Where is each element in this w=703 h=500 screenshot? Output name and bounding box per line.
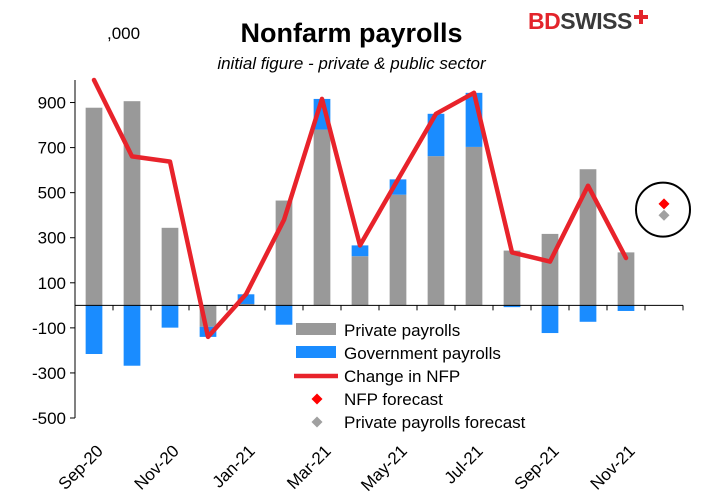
legend-swatch-private xyxy=(296,323,336,335)
legend-swatch-nfp-forecast xyxy=(311,393,323,405)
private-bar-Sep-20 xyxy=(85,107,103,306)
y-tick-label-900: 900 xyxy=(38,94,66,113)
logo-text-bd: BD xyxy=(528,7,561,34)
y-tick-label-500: 500 xyxy=(38,184,66,203)
y-tick-label--300: -300 xyxy=(32,364,66,383)
private-bar-Jul-21 xyxy=(465,146,483,306)
x-tick-label-Jul-21: Jul-21 xyxy=(441,441,487,487)
unit-label: ,000 xyxy=(107,24,141,43)
private-bar-Nov-21 xyxy=(617,252,635,306)
legend-label-private: Private payrolls xyxy=(344,321,460,340)
legend-label-nfp-forecast: NFP forecast xyxy=(344,390,443,409)
government-bar-Sep-20 xyxy=(85,305,103,355)
private-bar-Jun-21 xyxy=(427,156,445,306)
forecast-highlight-circle xyxy=(635,181,691,238)
legend-swatch-private-forecast xyxy=(311,416,323,428)
private-bar-Jan-21 xyxy=(237,303,255,306)
private-bar-Aug-21 xyxy=(503,250,521,306)
logo-text-swiss: SWISS xyxy=(560,7,632,34)
private-bar-Oct-21 xyxy=(579,169,597,306)
government-bar-Nov-21 xyxy=(617,305,635,311)
government-bar-Oct-20 xyxy=(123,305,141,366)
legend-label-private-forecast: Private payrolls forecast xyxy=(344,413,526,432)
government-bar-Oct-21 xyxy=(579,305,597,322)
swiss-cross-icon xyxy=(633,10,648,24)
chart-subtitle: initial figure - private & public sector xyxy=(217,54,486,73)
government-bar-Aug-21 xyxy=(503,305,521,308)
government-bar-Nov-20 xyxy=(161,305,179,328)
private-bar-Oct-20 xyxy=(123,101,141,306)
y-tick-label--100: -100 xyxy=(32,319,66,338)
x-tick-label-Nov-20: Nov-20 xyxy=(131,441,183,493)
x-tick-label-May-21: May-21 xyxy=(357,441,411,495)
y-tick-label-700: 700 xyxy=(38,139,66,158)
government-bar-Jan-21 xyxy=(237,294,255,304)
x-tick-label-Jan-21: Jan-21 xyxy=(209,441,259,491)
y-tick-label-100: 100 xyxy=(38,274,66,293)
legend-label-nfp: Change in NFP xyxy=(344,367,460,386)
private-bar-Sep-21 xyxy=(541,233,559,306)
nfp-forecast-marker xyxy=(658,198,670,210)
y-tick-label-300: 300 xyxy=(38,229,66,248)
legend-swatch-government xyxy=(296,346,336,358)
x-tick-label-Mar-21: Mar-21 xyxy=(283,441,335,493)
government-bar-Sep-21 xyxy=(541,305,559,334)
nfp-line xyxy=(91,77,629,340)
chart-title: Nonfarm payrolls xyxy=(240,18,463,48)
private-bar-Apr-21 xyxy=(351,256,369,306)
x-tick-label-Sep-20: Sep-20 xyxy=(55,441,107,493)
x-tick-label-Sep-21: Sep-21 xyxy=(511,441,563,493)
government-bar-Apr-21 xyxy=(351,245,369,257)
legend-label-government: Government payrolls xyxy=(344,344,501,363)
private-bar-May-21 xyxy=(389,194,407,306)
private-bar-Mar-21 xyxy=(313,129,331,306)
bdswiss-logo: BD SWISS xyxy=(528,8,648,34)
y-tick-label--500: -500 xyxy=(32,409,66,428)
x-tick-label-Nov-21: Nov-21 xyxy=(587,441,639,493)
private-forecast-marker xyxy=(658,209,670,221)
government-bar-Feb-21 xyxy=(275,305,293,325)
private-bar-Nov-20 xyxy=(161,227,179,306)
